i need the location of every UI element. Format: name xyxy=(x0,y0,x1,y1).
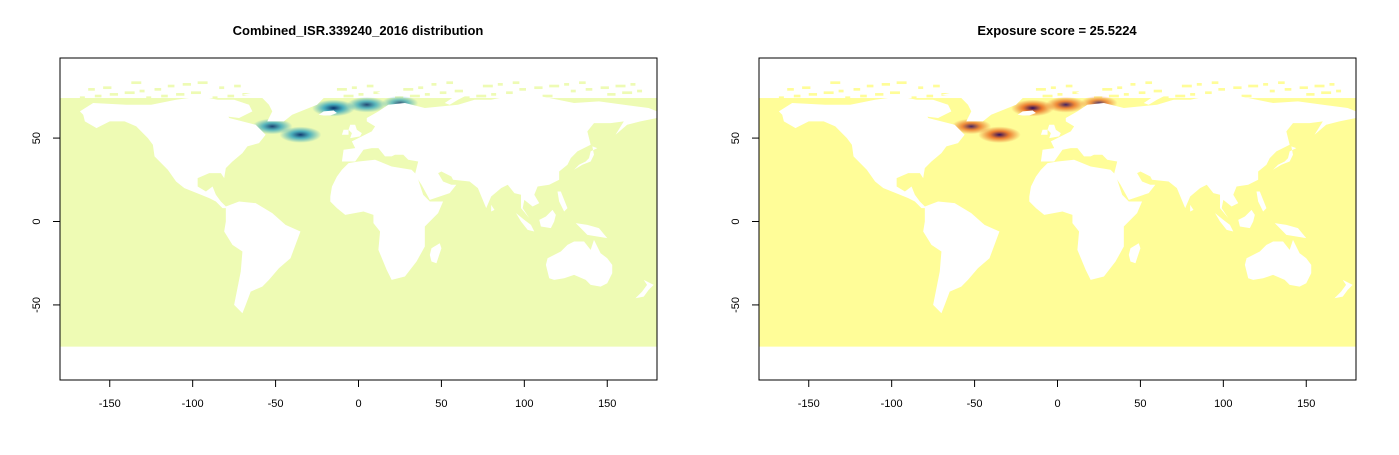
land-new-zealand xyxy=(635,279,654,299)
hotspot-5 xyxy=(978,126,1021,143)
land-philippines xyxy=(1256,191,1267,212)
land-ireland xyxy=(341,129,349,135)
land-eurasia xyxy=(1040,93,1356,219)
land-novaya-zemlya xyxy=(1143,93,1171,105)
x-tick-label: 0 xyxy=(1054,398,1060,410)
land-masses xyxy=(79,88,657,314)
land-australia xyxy=(545,239,613,287)
x-tick-label: 100 xyxy=(515,398,533,410)
land-new-zealand xyxy=(1334,279,1353,299)
land-africa xyxy=(1029,159,1143,280)
arctic-cells xyxy=(79,81,643,100)
map-layers xyxy=(759,81,1356,347)
land-svalbard xyxy=(376,88,404,95)
land-south-america xyxy=(224,201,301,314)
land-new-guinea xyxy=(575,223,608,239)
land-australia xyxy=(1244,239,1312,287)
x-tick-label: -100 xyxy=(881,398,903,410)
map-panel-distribution: Combined_ISR.339240_2016 distribution -1… xyxy=(31,23,658,410)
land-iceland xyxy=(318,110,337,116)
land-baffin xyxy=(908,99,952,119)
map-plot-area xyxy=(759,81,1356,347)
y-tick-label: 0 xyxy=(730,218,742,224)
x-tick-label: -150 xyxy=(99,398,121,410)
x-axis: -150 -100 -50 0 50 100 150 xyxy=(798,379,1315,410)
map-panel-exposure: Exposure score = 25.5224 -150 -100 -50 0 50 1… xyxy=(730,23,1357,410)
land-sri-lanka xyxy=(491,204,495,212)
land-japan xyxy=(1273,146,1297,170)
hotspot-2 xyxy=(346,96,387,113)
land-north-america xyxy=(778,96,965,209)
land-madagascar xyxy=(429,243,442,264)
x-tick-label: 50 xyxy=(435,398,447,410)
hotspot-4 xyxy=(951,118,992,135)
map-title: Exposure score = 25.5224 xyxy=(977,23,1137,38)
land-sumatra xyxy=(516,213,535,232)
land-ireland xyxy=(1040,129,1048,135)
land-sumatra xyxy=(1215,213,1234,232)
x-tick-label: 100 xyxy=(1214,398,1232,410)
land-baffin xyxy=(209,99,253,119)
y-axis: -50 0 50 xyxy=(31,132,61,313)
map-title: Combined_ISR.339240_2016 distribution xyxy=(233,23,484,38)
x-tick-label: 0 xyxy=(355,398,361,410)
x-tick-label: -50 xyxy=(967,398,983,410)
land-greenland xyxy=(242,88,334,122)
land-eurasia xyxy=(341,93,657,219)
land-africa xyxy=(330,159,444,280)
land-japan xyxy=(574,146,598,170)
land-sri-lanka xyxy=(1190,204,1194,212)
y-axis: -50 0 50 xyxy=(730,132,760,313)
hotspot-5 xyxy=(279,126,322,143)
y-tick-label: -50 xyxy=(730,297,742,313)
arctic-cells xyxy=(778,81,1342,100)
land-borneo xyxy=(539,209,556,229)
land-borneo xyxy=(1238,209,1255,229)
y-tick-label: -50 xyxy=(31,297,43,313)
x-tick-label: -50 xyxy=(268,398,284,410)
map-plot-area xyxy=(60,81,657,347)
x-axis: -150 -100 -50 0 50 100 150 xyxy=(99,379,616,410)
land-uk xyxy=(348,124,362,139)
x-tick-label: 50 xyxy=(1134,398,1146,410)
land-uk xyxy=(1047,124,1061,139)
land-scandinavia-gap xyxy=(375,111,409,132)
land-madagascar xyxy=(1128,243,1141,264)
land-iceland xyxy=(1017,110,1036,116)
land-novaya-zemlya xyxy=(444,93,472,105)
y-tick-label: 50 xyxy=(31,132,43,144)
land-masses xyxy=(778,88,1356,314)
map-layers xyxy=(60,81,657,347)
y-tick-label: 0 xyxy=(31,218,43,224)
land-svalbard xyxy=(1075,88,1103,95)
y-tick-label: 50 xyxy=(730,132,742,144)
hotspot-4 xyxy=(252,118,293,135)
land-south-america xyxy=(923,201,1000,314)
land-greenland xyxy=(941,88,1033,122)
x-tick-label: -150 xyxy=(798,398,820,410)
land-scandinavia-gap xyxy=(1074,111,1108,132)
x-tick-label: -100 xyxy=(182,398,204,410)
x-tick-label: 150 xyxy=(598,398,616,410)
hotspot-2 xyxy=(1045,96,1087,113)
land-philippines xyxy=(557,191,568,212)
land-new-guinea xyxy=(1274,223,1307,239)
x-tick-label: 150 xyxy=(1297,398,1315,410)
land-north-america xyxy=(79,96,266,209)
